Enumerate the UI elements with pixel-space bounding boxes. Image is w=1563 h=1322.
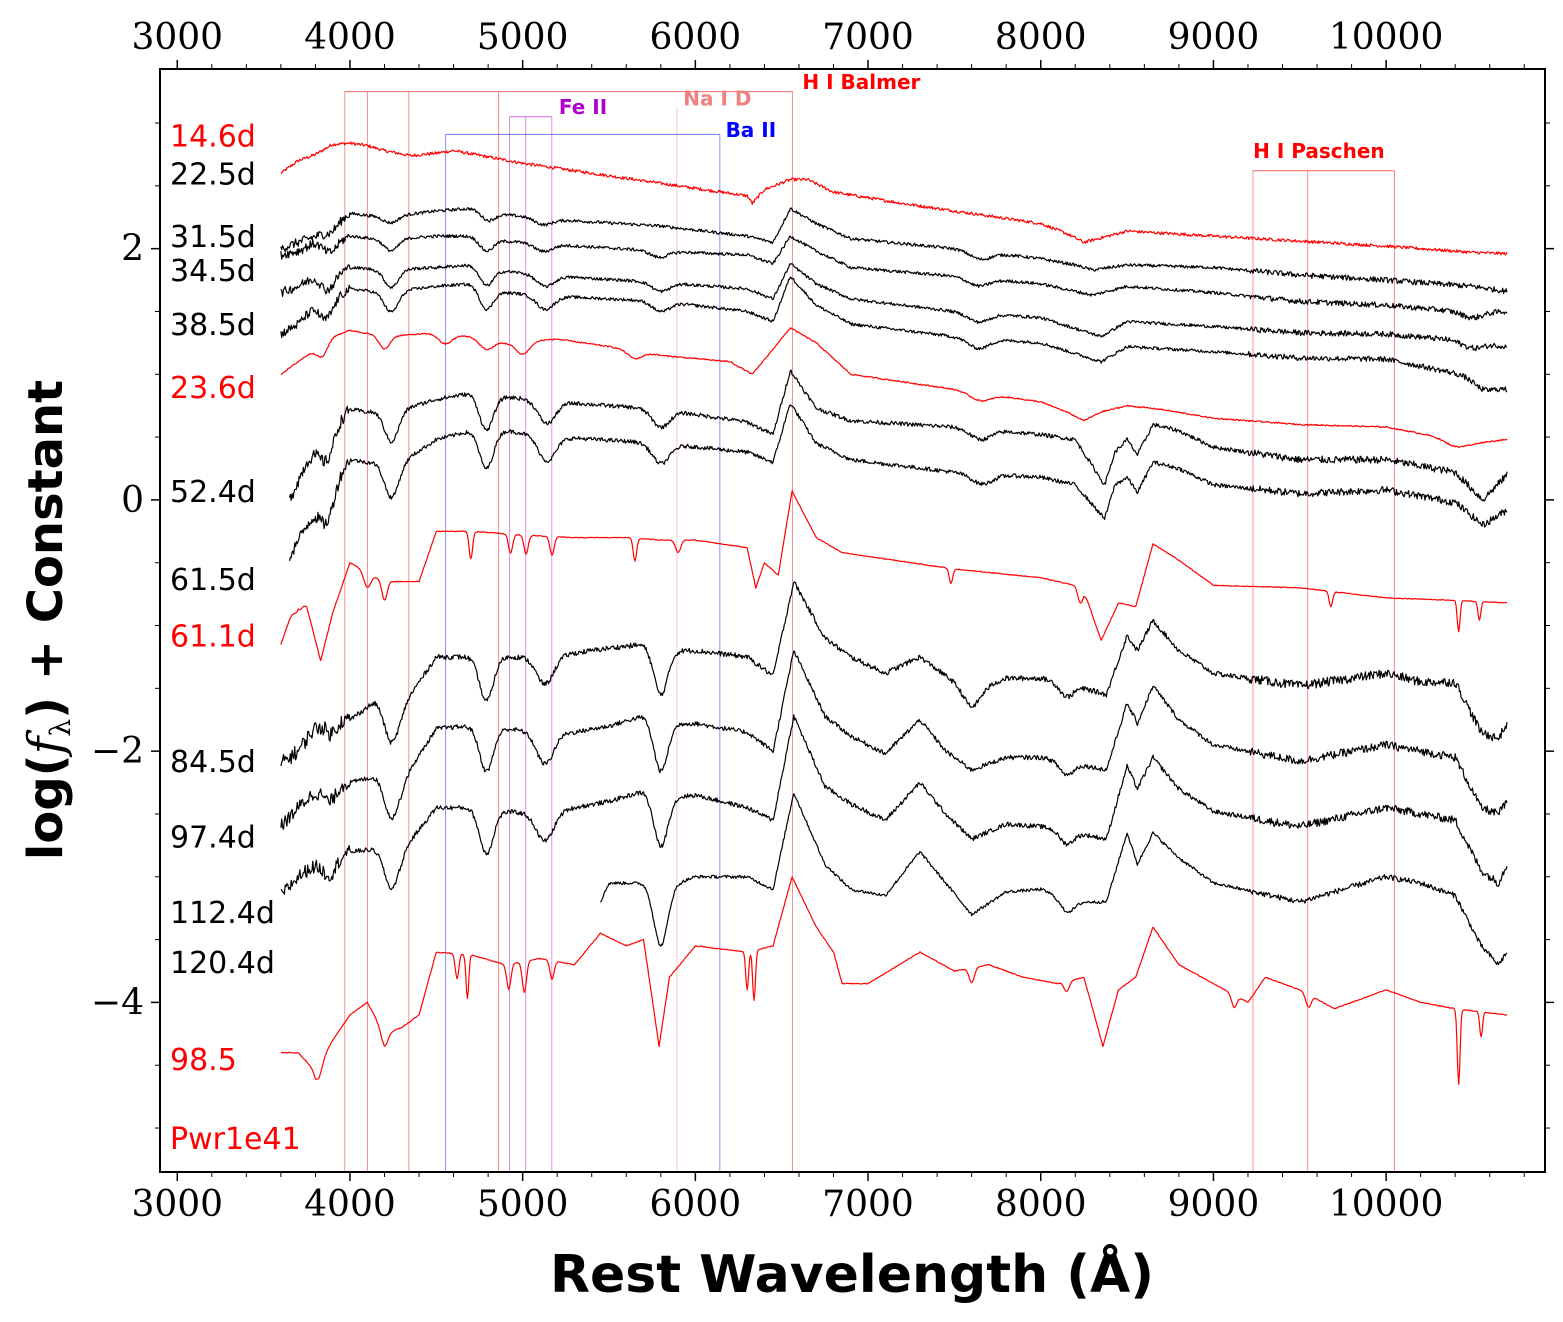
series-label: 120.4d — [170, 946, 275, 981]
x-tick-label-bottom: 9000 — [1168, 1184, 1260, 1225]
spectrum-23-6d — [280, 327, 1508, 448]
series-label: 61.1d — [170, 620, 256, 655]
spectrum-31-5d — [280, 233, 1508, 321]
spectrum-38-5d — [280, 276, 1508, 393]
series-label: 14.6d — [170, 120, 256, 155]
spectrum-61-5d — [288, 404, 1508, 561]
x-axis-label: Rest Wavelength (Å) — [550, 1244, 1154, 1305]
line-id-label: H I Paschen — [1253, 139, 1385, 163]
series-label: 52.4d — [170, 475, 256, 510]
x-tick-label-top: 5000 — [477, 17, 569, 58]
spectrum-112-4d — [280, 714, 1508, 895]
x-tick-label-bottom: 7000 — [822, 1184, 914, 1225]
line-id-label: H I Balmer — [802, 70, 920, 94]
x-tick-label-top: 9000 — [1168, 17, 1260, 58]
x-tick-label-bottom: 3000 — [131, 1184, 223, 1225]
x-tick-label-bottom: 4000 — [304, 1184, 396, 1225]
y-tick-label: −2 — [91, 731, 144, 772]
line-id-label: Fe II — [559, 95, 607, 119]
y-tick-label: 2 — [121, 229, 144, 270]
spectrum-84-5d — [280, 581, 1508, 767]
series-label: 34.5d — [170, 254, 256, 289]
x-tick-label-top: 7000 — [822, 17, 914, 58]
spectra-series — [280, 141, 1508, 1085]
series-label: 98.5 — [170, 1043, 237, 1078]
spectrum-34-5d — [280, 263, 1508, 352]
x-tick-label-top: 8000 — [995, 17, 1087, 58]
series-label: 23.6d — [170, 371, 256, 406]
series-label: 84.5d — [170, 745, 256, 780]
x-tick-label-top: 3000 — [131, 17, 223, 58]
spectrum-98-5 — [280, 876, 1508, 1085]
y-axis-label-sub: λ — [44, 719, 77, 737]
spectrum-22-5d — [280, 207, 1508, 295]
line-id-fe-ii: Fe II — [509, 95, 607, 1172]
x-tick-label-top: 4000 — [304, 17, 396, 58]
x-tick-label-top: 6000 — [650, 17, 742, 58]
x-tick-label-bottom: 6000 — [650, 1184, 742, 1225]
series-label: 97.4d — [170, 821, 256, 856]
series-label: 38.5d — [170, 308, 256, 343]
spectrum-120-4d — [600, 793, 1508, 966]
spectrum-61-1d — [280, 490, 1508, 662]
spectrum-52-4d — [288, 369, 1508, 502]
series-label: 22.5d — [170, 157, 256, 192]
line-id-na-i-d: Na I D — [676, 86, 751, 1172]
x-tick-label-bottom: 8000 — [995, 1184, 1087, 1225]
line-id-h-i-balmer: H I Balmer — [344, 70, 921, 1172]
y-axis-label-head: log( — [18, 754, 74, 860]
y-tick-label: 0 — [121, 480, 144, 521]
y-axis-label-tail: ) + Constant — [18, 380, 74, 719]
x-tick-label-top: 10000 — [1329, 17, 1444, 58]
y-tick-label: −4 — [91, 982, 144, 1023]
bottom-label: Pwr1e41 — [170, 1122, 301, 1157]
series-label: 31.5d — [170, 220, 256, 255]
axes: 3000 3000 4000 4000 5000 5000 6000 6000 7000 7000… — [91, 17, 1554, 1225]
x-tick-label-bottom: 10000 — [1329, 1184, 1444, 1225]
line-id-label: Ba II — [726, 118, 777, 142]
series-label: 61.5d — [170, 563, 256, 598]
x-tick-label-bottom: 5000 — [477, 1184, 569, 1225]
plot-frame — [159, 68, 1546, 1173]
line-id-label: Na I D — [683, 86, 751, 110]
spectrum-97-4d — [280, 650, 1508, 830]
y-axis-label: log(fλ) + Constant — [18, 380, 77, 860]
spectrum-14-6d — [280, 141, 1508, 256]
series-label: 112.4d — [170, 896, 275, 931]
